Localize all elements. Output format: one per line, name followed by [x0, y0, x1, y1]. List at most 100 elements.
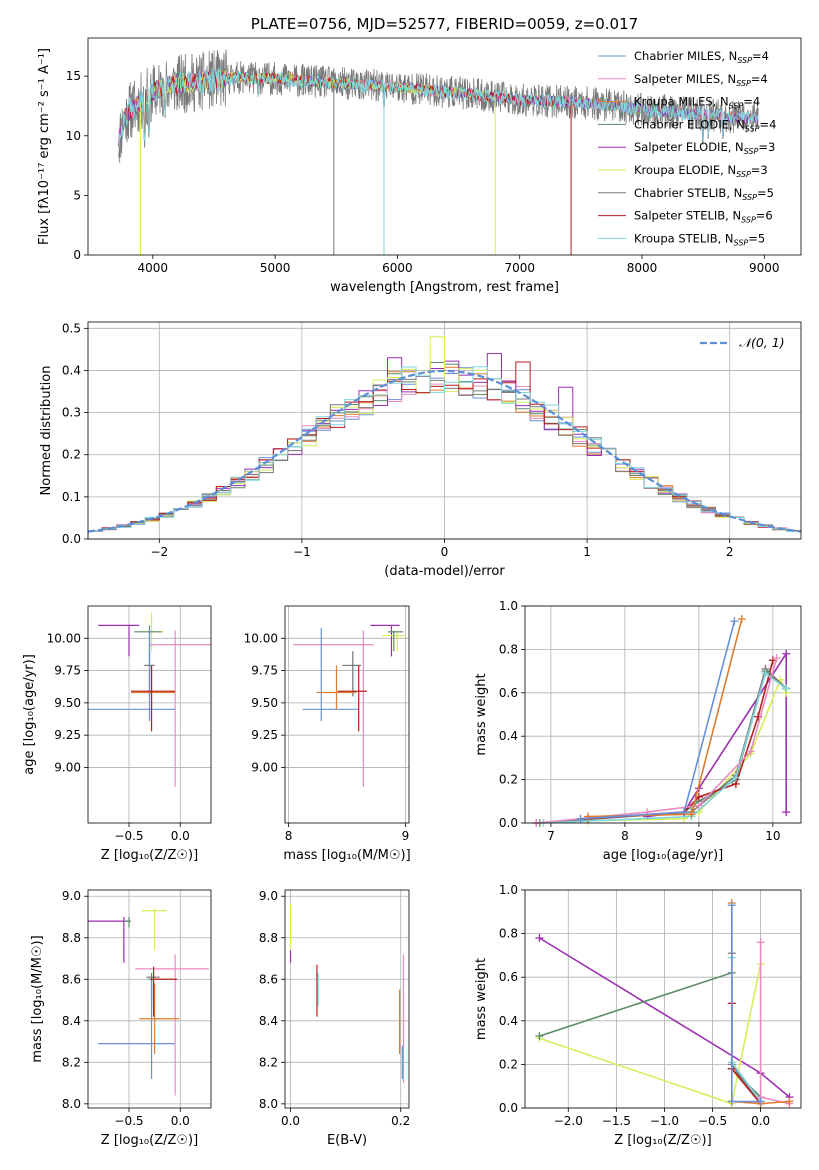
y-tick-label: 8.6 — [62, 972, 81, 986]
legend-label: Salpeter MILES, NSSP=4 — [634, 72, 768, 88]
axes-frame — [87, 889, 212, 1109]
error-point — [293, 630, 374, 787]
x-tick-label: 0.2 — [391, 1114, 410, 1128]
y-axis-label: age [log₁₀(age/yr)] — [22, 654, 37, 775]
y-tick-label: 8.4 — [62, 1014, 81, 1028]
axes-frame — [284, 605, 410, 824]
x-axis-label: wavelength [Angstrom, rest frame] — [330, 280, 559, 295]
y-tick-label: 5 — [73, 188, 81, 202]
weight-marker — [694, 801, 703, 810]
error-point — [98, 624, 140, 657]
plot-area — [289, 904, 405, 1084]
x-tick-label: 8000 — [627, 261, 658, 275]
x-tick-label: 7000 — [504, 261, 535, 275]
x-axis-label: Z [log₁₀(Z/Z☉)] — [101, 848, 198, 863]
y-tick-label: 1.0 — [499, 599, 518, 613]
x-tick-label: −0.5 — [698, 1114, 727, 1128]
legend-item: Chabrier MILES, NSSP=4 — [598, 49, 769, 65]
x-tick-label: 2 — [726, 545, 734, 559]
y-tick-label: 8.8 — [62, 931, 81, 945]
x-tick-label: 9 — [402, 829, 410, 843]
y-tick-label: 0.1 — [62, 490, 81, 504]
x-tick-label: 0.0 — [171, 829, 190, 843]
y-tick-label: 0.2 — [499, 1057, 518, 1071]
x-tick-label: 7 — [547, 829, 555, 843]
legend-label: Chabrier STELIB, NSSP=5 — [634, 186, 774, 202]
error-point — [149, 966, 178, 1017]
plot-area — [88, 612, 211, 787]
weight-marker — [727, 901, 736, 910]
weight-marker — [687, 810, 696, 819]
weight-line — [580, 620, 736, 820]
y-tick-label: 0.2 — [499, 773, 518, 787]
y-tick-label: 0.2 — [62, 448, 81, 462]
y-tick-label: 1.0 — [499, 883, 518, 897]
legend-label: 𝒩(0, 1) — [739, 335, 785, 350]
axes-frame — [87, 321, 802, 540]
weight-line — [536, 657, 778, 824]
legend: Chabrier MILES, NSSP=4 Salpeter MILES, NS… — [598, 49, 776, 247]
axes-frame — [524, 605, 802, 824]
legend-label: Salpeter ELODIE, NSSP=3 — [634, 140, 775, 156]
legend-label: Chabrier MILES, NSSP=4 — [634, 49, 769, 65]
x-tick-label: 0.0 — [171, 1114, 190, 1128]
weight-marker — [746, 747, 755, 756]
x-tick-label: −0.5 — [114, 829, 143, 843]
weight-marker — [737, 615, 746, 624]
x-tick-label: −1.0 — [650, 1114, 679, 1128]
legend-label: Chabrier ELODIE, NSSP=4 — [634, 117, 776, 133]
weight-marker — [583, 812, 592, 821]
y-tick-label: 9.75 — [251, 664, 278, 678]
error-point — [370, 624, 400, 657]
x-tick-label: −1.5 — [602, 1114, 631, 1128]
y-tick-label: 8.2 — [259, 1055, 278, 1069]
error-point — [98, 979, 176, 1079]
legend-item: Salpeter STELIB, NSSP=6 — [598, 209, 773, 225]
weight-line — [539, 971, 762, 1098]
legend-label: Kroupa STELIB, NSSP=5 — [634, 231, 765, 247]
y-axis-label: Flux [fλ10⁻¹⁷ erg cm⁻² s⁻¹ A⁻¹] — [37, 48, 52, 245]
y-tick-label: 10 — [66, 129, 81, 143]
weight-line — [731, 1003, 762, 1105]
y-tick-label: 9.50 — [251, 696, 278, 710]
y-tick-label: 0.4 — [499, 1014, 518, 1028]
weight-marker — [772, 654, 781, 663]
grid — [525, 889, 801, 1109]
y-tick-label: 8.8 — [259, 931, 278, 945]
error-point — [123, 916, 132, 928]
y-tick-label: 9.50 — [54, 696, 81, 710]
y-tick-label: 8.2 — [62, 1055, 81, 1069]
y-tick-label: 10.00 — [47, 631, 81, 645]
y-tick-label: 0.6 — [499, 970, 518, 984]
legend-label: Kroupa ELODIE, NSSP=3 — [634, 163, 768, 179]
x-tick-label: 0.0 — [751, 1114, 770, 1128]
legend-label: Salpeter STELIB, NSSP=6 — [634, 209, 773, 225]
x-axis-label: mass [log₁₀(M/M☉)] — [283, 848, 410, 863]
error-point — [139, 983, 180, 1055]
error-point — [149, 630, 211, 787]
y-tick-label: 0.6 — [499, 686, 518, 700]
weight-line — [759, 942, 790, 1105]
error-point — [88, 627, 176, 721]
x-tick-label: 6000 — [382, 261, 413, 275]
x-axis-label: age [log₁₀(age/yr)] — [603, 848, 724, 863]
age-vs-mass-panel: 8 9 9.00 9.25 9.50 9.75 10.00 mass [log₁₀(M/M☉)… — [244, 605, 411, 863]
axes-frame — [87, 605, 212, 824]
x-tick-label: 1 — [583, 545, 591, 559]
y-tick-label: 8.0 — [259, 1097, 278, 1111]
y-tick-label: 9.00 — [251, 760, 278, 774]
legend: 𝒩(0, 1) — [700, 335, 785, 350]
legend-item: Chabrier STELIB, NSSP=5 — [598, 186, 774, 202]
weight-line — [587, 618, 743, 818]
y-tick-label: 0.4 — [62, 363, 81, 377]
age-vs-metallicity-panel: −0.5 0.0 9.00 9.25 9.50 9.75 10.00 Z [log₁₀(Z/Z… — [22, 605, 212, 863]
y-tick-label: 0.8 — [499, 642, 518, 656]
weight-marker — [727, 1097, 736, 1106]
legend-label: Kroupa MILES, NSSP=4 — [634, 95, 760, 111]
x-tick-label: 0.0 — [281, 1114, 300, 1128]
error-point — [337, 665, 367, 732]
error-point — [135, 954, 209, 1096]
x-axis-label: E(B-V) — [327, 1133, 367, 1148]
x-tick-label: −2.0 — [554, 1114, 583, 1128]
